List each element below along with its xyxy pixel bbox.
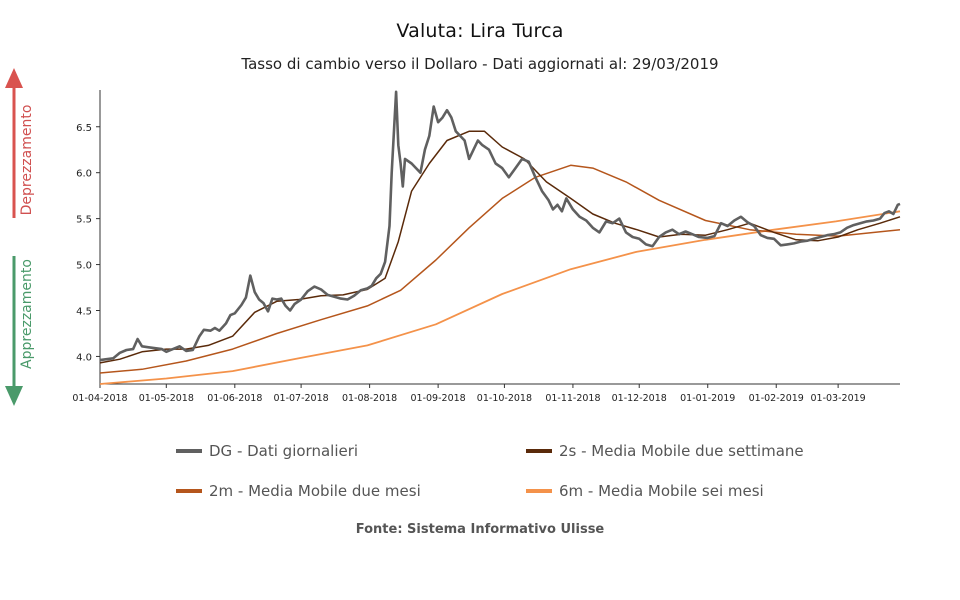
appreciation-label: Apprezzamento bbox=[19, 259, 35, 369]
legend-label-2m: 2m - Media Mobile due mesi bbox=[209, 482, 421, 500]
x-tick-label: 01-01-2019 bbox=[680, 393, 735, 404]
x-tick-label: 01-03-2019 bbox=[811, 393, 866, 404]
y-tick-label: 6.5 bbox=[76, 123, 92, 134]
y-tick-label: 5.0 bbox=[76, 261, 92, 272]
x-tick-label: 01-05-2018 bbox=[139, 393, 194, 404]
x-tick-label: 01-11-2018 bbox=[545, 393, 600, 404]
y-tick-label: 4.0 bbox=[76, 352, 92, 363]
x-tick-label: 01-02-2019 bbox=[749, 393, 804, 404]
x-tick-label: 01-10-2018 bbox=[477, 393, 532, 404]
legend-dg: DG - Dati giornalieri bbox=[176, 442, 358, 460]
legend-swatch-6m bbox=[526, 489, 552, 493]
x-tick-label: 01-08-2018 bbox=[342, 393, 397, 404]
x-tick-label: 01-09-2018 bbox=[411, 393, 466, 404]
legend-label-6m: 6m - Media Mobile sei mesi bbox=[559, 482, 764, 500]
series-line-2m bbox=[99, 164, 901, 374]
y-tick-label: 4.5 bbox=[76, 307, 92, 318]
chart-title: Valuta: Lira Turca bbox=[396, 20, 564, 42]
legend-swatch-2m bbox=[176, 489, 202, 493]
depreciation-arrow-icon bbox=[5, 68, 23, 218]
legend-swatch-2s bbox=[526, 449, 552, 453]
legend-label-2s: 2s - Media Mobile due settimane bbox=[559, 442, 804, 460]
legend-2m: 2m - Media Mobile due mesi bbox=[176, 482, 421, 500]
legend-6m: 6m - Media Mobile sei mesi bbox=[526, 482, 764, 500]
y-tick-label: 6.0 bbox=[76, 169, 92, 180]
source-note: Fonte: Sistema Informativo Ulisse bbox=[355, 522, 605, 537]
legend-2s: 2s - Media Mobile due settimane bbox=[526, 442, 804, 460]
y-tick-label: 5.5 bbox=[76, 215, 92, 226]
appreciation-arrow-icon bbox=[5, 256, 23, 406]
chart-subtitle: Tasso di cambio verso il Dollaro - Dati … bbox=[241, 55, 719, 73]
series-line-2s bbox=[99, 130, 901, 364]
depreciation-label: Deprezzamento bbox=[19, 105, 35, 216]
legend-label-dg: DG - Dati giornalieri bbox=[209, 442, 359, 460]
x-tick-label: 01-04-2018 bbox=[72, 393, 127, 404]
legend-swatch-dg bbox=[176, 449, 202, 453]
x-tick-label: 01-06-2018 bbox=[207, 393, 262, 404]
x-tick-label: 01-12-2018 bbox=[612, 393, 667, 404]
series-line-dg bbox=[99, 90, 901, 362]
x-tick-label: 01-07-2018 bbox=[273, 393, 328, 404]
series-line-6m bbox=[99, 210, 901, 385]
